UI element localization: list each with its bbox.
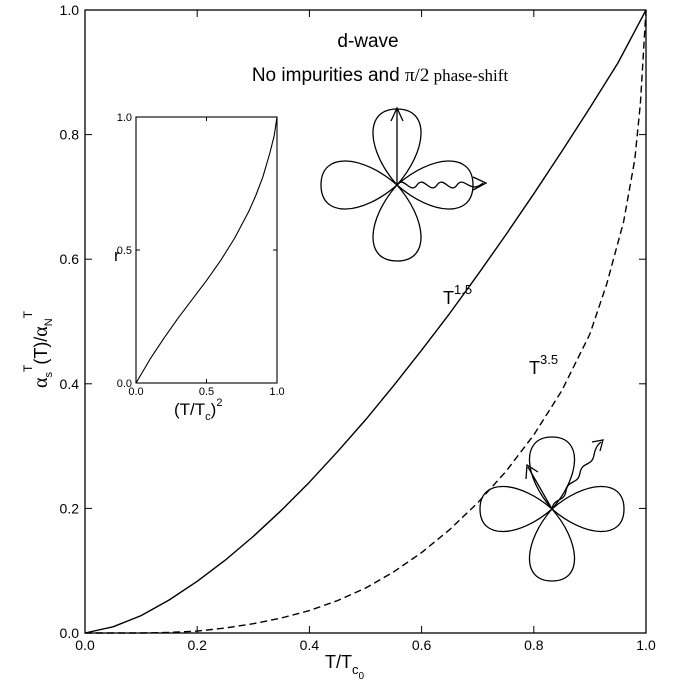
x-tick-label: 0.5 bbox=[199, 386, 214, 398]
x-axis-label: T/Tc0 bbox=[325, 652, 365, 682]
y-tick-label: 1.0 bbox=[60, 2, 80, 18]
x-tick-label: 0.4 bbox=[300, 637, 320, 653]
d-wave-lobes-diagram-1 bbox=[320, 106, 488, 262]
y-tick-label: 0.2 bbox=[60, 500, 80, 516]
y-tick-label: 0.5 bbox=[117, 245, 132, 257]
inset-y-tick-labels: 0.0 0.5 1.0 bbox=[117, 112, 132, 390]
main-series bbox=[84, 9, 647, 634]
y-axis-label: αsT(T)/αNT bbox=[21, 310, 55, 388]
x-tick-label: 1.0 bbox=[636, 637, 656, 653]
inset-plot-frame bbox=[135, 116, 278, 384]
chart-subtitle: No impurities and π/2 phase-shift bbox=[252, 65, 509, 86]
chart-title: d-wave bbox=[337, 31, 398, 52]
y-tick-label: 0.4 bbox=[60, 376, 80, 392]
inset-series bbox=[135, 116, 278, 384]
inset-y-axis-label: r bbox=[114, 246, 120, 265]
y-tick-label: 1.0 bbox=[117, 112, 132, 124]
series-line-1 bbox=[84, 9, 647, 634]
series-label-t35: T3.5 bbox=[529, 352, 558, 378]
series-line-1 bbox=[135, 116, 278, 384]
main-plot-frame bbox=[84, 9, 647, 634]
x-tick-label: 0.0 bbox=[75, 637, 95, 653]
y-tick-label: 0.0 bbox=[60, 625, 80, 641]
d-wave-lobes-diagram-2 bbox=[479, 436, 625, 582]
main-x-tick-labels: 0.0 0.2 0.4 0.6 0.8 1.0 bbox=[75, 637, 656, 653]
y-tick-label: 0.8 bbox=[60, 127, 80, 143]
series-label-t15: T1.5 bbox=[443, 282, 472, 308]
inset-x-axis-label: (T/Tc)2 bbox=[174, 397, 222, 423]
series-line-2 bbox=[85, 9, 647, 634]
main-y-tick-labels: 0.0 0.2 0.4 0.6 0.8 1.0 bbox=[60, 2, 80, 641]
x-tick-label: 1.0 bbox=[269, 386, 284, 398]
x-tick-label: 0.0 bbox=[128, 386, 143, 398]
y-tick-label: 0.0 bbox=[117, 378, 132, 390]
x-tick-label: 0.2 bbox=[187, 637, 207, 653]
y-tick-label: 0.6 bbox=[60, 251, 80, 267]
inset-x-tick-labels: 0.0 0.5 1.0 bbox=[128, 386, 284, 398]
x-tick-label: 0.6 bbox=[412, 637, 432, 653]
x-tick-label: 0.8 bbox=[524, 637, 544, 653]
